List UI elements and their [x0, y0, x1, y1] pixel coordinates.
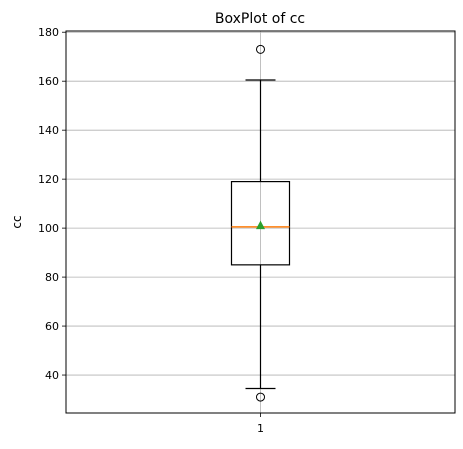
y-tick-label: 40 — [45, 369, 59, 382]
x-tick-label: 1 — [257, 422, 264, 435]
y-tick-label: 120 — [38, 173, 59, 186]
y-tick-label: 80 — [45, 271, 59, 284]
y-tick-label: 160 — [38, 75, 59, 88]
y-tick-label: 180 — [38, 26, 59, 39]
y-axis-ticks: 40 60 80 100 120 140 160 180 — [38, 26, 66, 382]
outlier-point — [256, 44, 265, 54]
y-axis-label: cc — [10, 215, 24, 228]
outlier-point — [256, 392, 265, 402]
x-axis-ticks: 1 — [257, 413, 264, 435]
box-elements — [230, 44, 291, 402]
mean-marker — [256, 220, 265, 230]
chart-title: BoxPlot of cc — [215, 11, 305, 27]
y-tick-label: 60 — [45, 320, 59, 333]
y-tick-label: 140 — [38, 124, 59, 137]
interquartile-box — [230, 180, 291, 266]
y-tick-label: 100 — [38, 222, 59, 235]
